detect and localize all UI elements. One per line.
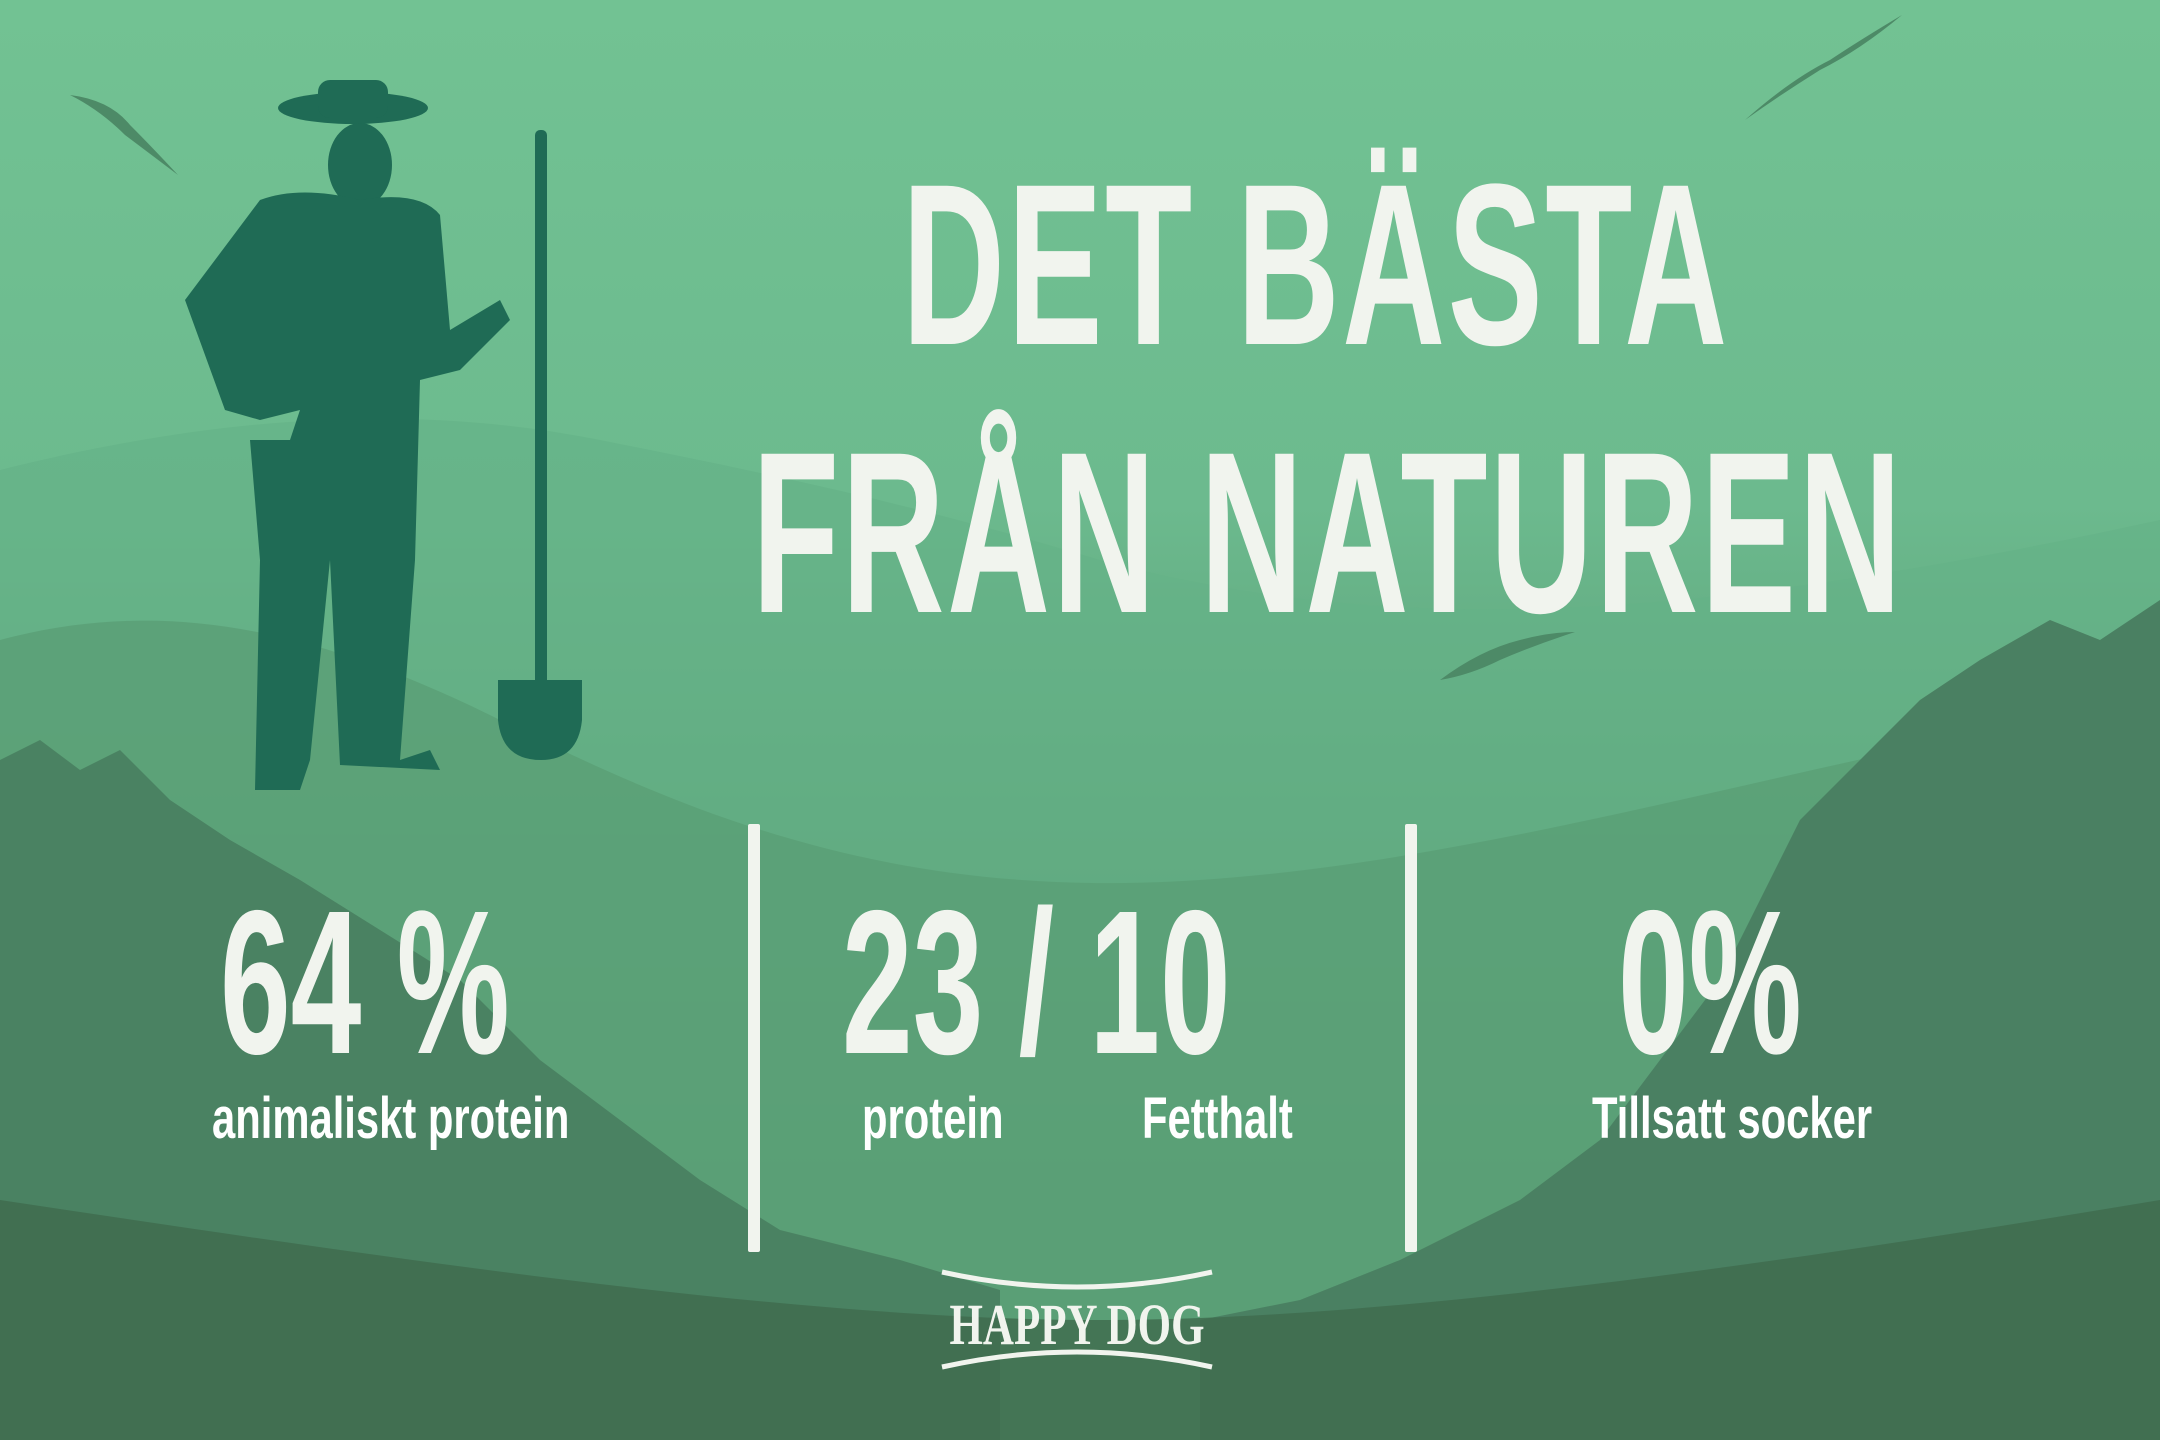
divider <box>748 824 760 1252</box>
stat-sugar-label: Tillsatt socker <box>1592 1086 1873 1151</box>
farmer-illustration <box>185 80 582 790</box>
stat-animal-protein-label: animaliskt protein <box>212 1086 570 1151</box>
headline-line-2: FRÅN NATUREN <box>752 404 1904 661</box>
happy-dog-logo: HAPPY DOG <box>941 1269 1213 1370</box>
bird-icon <box>70 15 1902 680</box>
headline-line-1: DET BÄSTA <box>902 136 1730 393</box>
divider <box>1405 824 1417 1252</box>
svg-text:HAPPY DOG: HAPPY DOG <box>950 1292 1205 1357</box>
stat-fat-label: Fetthalt <box>1142 1086 1293 1151</box>
right-forest <box>1200 600 2160 1440</box>
front-ground <box>0 1200 2160 1440</box>
stat-protein-label: protein <box>862 1086 1004 1151</box>
stat-animal-protein-value: 64 % <box>220 868 510 1097</box>
stat-protein-fat-value: 23 / 10 <box>842 868 1231 1097</box>
stat-sugar-value: 0% <box>1618 868 1802 1097</box>
